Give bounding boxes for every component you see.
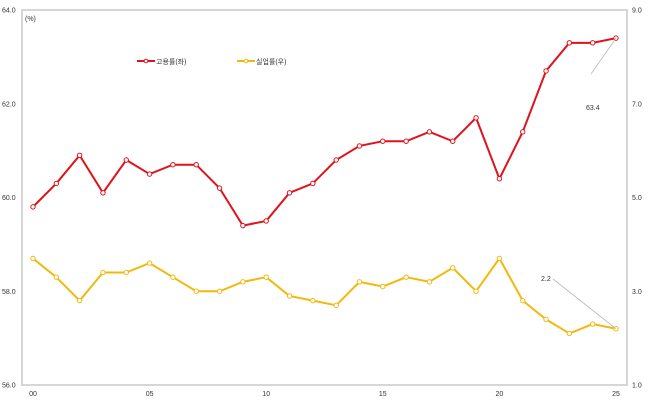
data-point	[450, 265, 456, 271]
data-point	[240, 279, 246, 285]
annotation-leader	[552, 278, 617, 330]
data-point	[496, 255, 503, 262]
series-line	[32, 37, 617, 227]
data-point	[100, 190, 106, 196]
data-point	[53, 274, 60, 280]
data-point	[286, 190, 293, 196]
data-point	[543, 68, 549, 74]
data-point	[170, 161, 176, 168]
data-point	[310, 180, 316, 187]
x-tick-label: 25	[612, 391, 620, 398]
data-point	[193, 288, 199, 294]
data-point	[403, 138, 409, 144]
data-point	[520, 297, 526, 304]
y-left-tick-label: 62.0	[2, 101, 16, 108]
x-tick-label: 15	[379, 391, 387, 398]
plot-frame	[21, 9, 628, 386]
data-point	[333, 302, 339, 309]
data-point	[100, 269, 106, 276]
data-point	[193, 161, 199, 168]
y-right-tick-label: 7.0	[632, 101, 642, 108]
data-point	[263, 218, 269, 224]
data-point	[123, 157, 129, 163]
x-tick-label: 10	[262, 391, 270, 398]
data-point	[30, 204, 36, 210]
data-point	[473, 115, 479, 121]
y-right-tick-label: 9.0	[632, 8, 642, 15]
data-point	[450, 138, 456, 144]
y-left-tick-label: 60.0	[2, 195, 16, 202]
legend-label: 고용률(좌)	[156, 57, 186, 66]
x-tick-label: 00	[29, 391, 37, 398]
y-left-tick-label: 58.0	[2, 289, 16, 296]
annotation-label: 63.4	[586, 105, 600, 112]
data-point	[589, 40, 596, 46]
data-point	[216, 288, 223, 294]
data-point	[403, 274, 409, 280]
data-point	[30, 255, 36, 262]
x-tick-label: 20	[496, 391, 504, 398]
data-point	[76, 152, 83, 159]
legend-marker	[243, 58, 249, 64]
data-point	[170, 274, 176, 280]
legend-marker	[143, 58, 149, 64]
series-line	[32, 256, 617, 335]
data-point	[123, 269, 129, 276]
y-left-tick-label: 64.0	[2, 8, 16, 15]
data-point	[543, 316, 549, 323]
data-point	[240, 222, 246, 229]
data-point	[426, 129, 433, 135]
data-point	[76, 297, 83, 304]
data-point	[380, 138, 386, 144]
y-left-tick-label: 56.0	[2, 383, 16, 390]
data-point	[356, 279, 363, 285]
y-right-tick-label: 3.0	[632, 289, 642, 296]
data-point	[333, 157, 339, 163]
data-point	[146, 171, 153, 177]
annotation-leader	[590, 37, 617, 75]
data-point	[286, 293, 293, 299]
legend-label: 실업률(우)	[256, 57, 286, 66]
y-right-tick-label: 5.0	[632, 195, 642, 202]
data-point	[496, 176, 503, 182]
data-point	[566, 40, 573, 46]
data-point	[426, 279, 433, 285]
data-point	[146, 260, 153, 266]
data-point	[310, 297, 316, 304]
data-point	[473, 288, 479, 294]
data-point	[216, 185, 223, 191]
data-point	[589, 321, 596, 327]
annotation-label: 2.2	[541, 276, 551, 283]
data-point	[263, 274, 269, 280]
data-point	[53, 180, 60, 187]
data-point	[380, 283, 386, 290]
y-right-tick-label: 1.0	[632, 383, 642, 390]
legend: 고용률(좌) 실업률(우)	[137, 57, 286, 66]
data-point	[566, 330, 573, 337]
data-point	[356, 143, 363, 149]
unit-label: (%)	[25, 16, 36, 23]
x-tick-label: 05	[146, 391, 154, 398]
data-point	[520, 129, 526, 135]
